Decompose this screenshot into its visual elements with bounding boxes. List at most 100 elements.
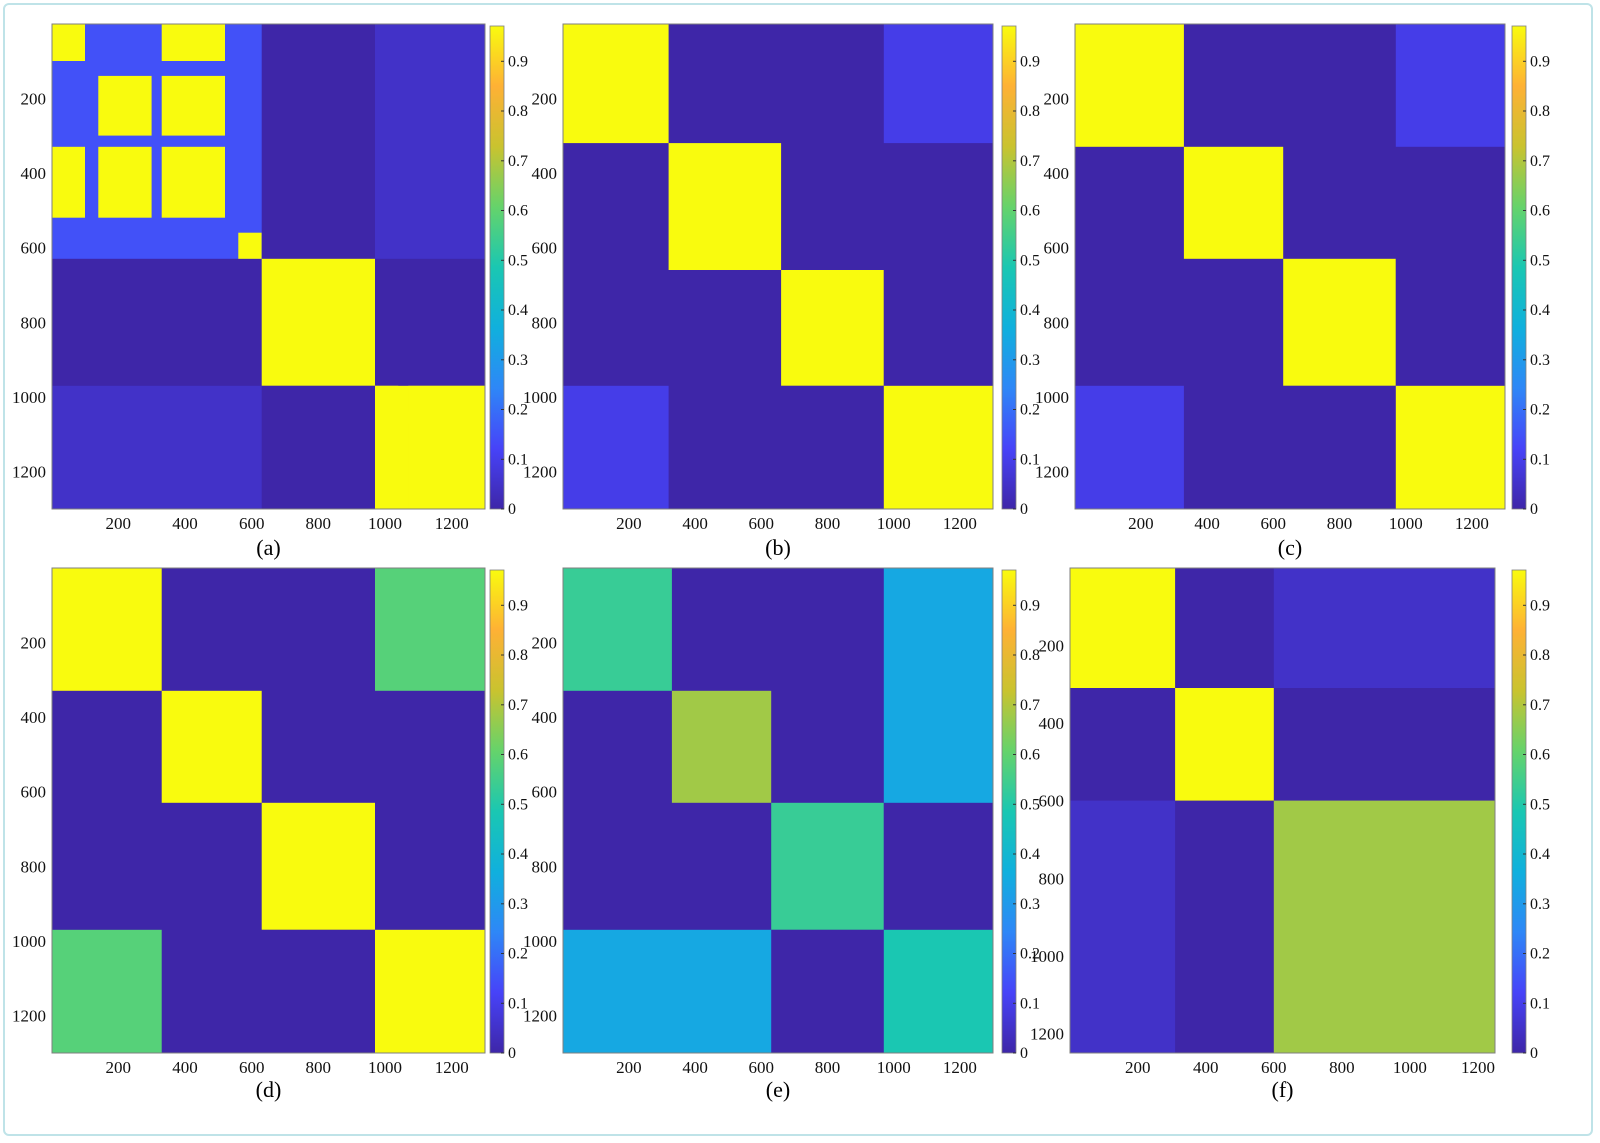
y-tick-label: 400	[1044, 164, 1070, 183]
heatmap-block	[563, 929, 772, 1053]
y-tick-label: 1000	[1030, 947, 1064, 966]
x-tick-label: 200	[616, 514, 642, 533]
x-tick-label: 1000	[1389, 514, 1423, 533]
x-tick-label: 600	[239, 514, 265, 533]
colorbar-tick-label: 0.7	[1530, 697, 1550, 714]
colorbar-tick-label: 0.4	[1530, 846, 1550, 863]
y-tick-label: 400	[21, 708, 47, 727]
colorbar-tick-label: 0.8	[1020, 647, 1040, 664]
colorbar-tick-label: 0.3	[508, 352, 528, 369]
heatmap-block	[238, 232, 262, 259]
axes-frame	[562, 23, 994, 510]
colorbar-tick-label: 0	[508, 501, 516, 518]
colorbar-tick-label: 0.9	[1020, 597, 1040, 614]
heatmap-block	[52, 568, 162, 691]
heatmap-block	[261, 258, 375, 386]
colorbar-tick-label: 0.6	[1530, 747, 1550, 764]
heatmap-block	[563, 24, 669, 144]
x-tick-label: 400	[1193, 1058, 1219, 1077]
y-tick-label: 400	[21, 164, 47, 183]
heatmap-block	[1070, 800, 1176, 1053]
y-tick-label: 200	[21, 89, 47, 108]
colorbar-tick-label: 0.8	[508, 647, 528, 664]
colorbar-tick-label: 0.3	[1020, 352, 1040, 369]
x-tick-label: 400	[682, 1058, 708, 1077]
heatmap-block	[98, 75, 152, 136]
axes-frame	[562, 567, 994, 1054]
heatmap-block	[883, 929, 993, 1053]
colorbar-tick-label: 0.3	[1020, 896, 1040, 913]
y-tick-label: 1200	[12, 463, 46, 482]
colorbar-tick-label: 0.6	[1020, 203, 1040, 220]
x-tick-label: 400	[172, 514, 198, 533]
x-tick-label: 800	[815, 1058, 841, 1077]
y-tick-label: 1200	[12, 1007, 46, 1026]
y-tick-label: 800	[1044, 313, 1070, 332]
heatmap-block	[671, 690, 772, 803]
y-tick-label: 200	[1039, 636, 1065, 655]
y-tick-label: 400	[532, 708, 558, 727]
x-tick-label: 1200	[435, 1058, 469, 1077]
heatmap-block	[563, 568, 672, 691]
colorbar-tick-label: 0	[1020, 501, 1028, 518]
panel-label: (a)	[256, 535, 280, 560]
y-tick-label: 800	[1039, 869, 1065, 888]
x-tick-label: 1000	[877, 514, 911, 533]
y-tick-label: 200	[532, 633, 558, 652]
colorbar-tick-label: 0.9	[508, 53, 528, 70]
y-tick-label: 400	[532, 164, 558, 183]
heatmap-block	[1395, 24, 1505, 147]
y-tick-label: 800	[21, 857, 47, 876]
colorbar-tick-label: 0.7	[508, 153, 528, 170]
x-tick-label: 200	[106, 514, 132, 533]
colorbar	[1001, 569, 1017, 1054]
heatmap-block	[98, 146, 152, 218]
x-tick-label: 600	[1261, 514, 1287, 533]
colorbar-tick-label: 0.5	[1530, 252, 1550, 269]
y-tick-label: 1000	[1035, 388, 1069, 407]
heatmap-block	[52, 385, 262, 509]
x-tick-label: 200	[106, 1058, 132, 1077]
y-tick-label: 800	[21, 313, 47, 332]
colorbar-tick-label: 0.8	[1530, 103, 1550, 120]
y-tick-label: 800	[532, 313, 558, 332]
y-tick-label: 1200	[523, 463, 557, 482]
heatmap-block	[1283, 258, 1396, 386]
colorbar-tick-label: 0.5	[1020, 252, 1040, 269]
x-tick-label: 200	[1125, 1058, 1151, 1077]
panel-label: (f)	[1272, 1077, 1294, 1102]
heatmap-block	[781, 270, 884, 386]
heatmap-block	[52, 24, 262, 259]
axes-frame	[51, 23, 486, 510]
colorbar-tick-label: 0.2	[1020, 946, 1040, 963]
x-tick-label: 1200	[1455, 514, 1489, 533]
heatmap-block	[563, 385, 669, 509]
colorbar-tick-label: 0.7	[1020, 697, 1040, 714]
colorbar	[1001, 25, 1017, 510]
colorbar-tick-label: 0.9	[1530, 597, 1550, 614]
colorbar-tick-label: 0.2	[508, 402, 528, 419]
colorbar-tick-label: 0.9	[1020, 53, 1040, 70]
heatmap-block	[408, 423, 485, 509]
heatmap-block	[408, 385, 485, 412]
y-tick-label: 1200	[1030, 1025, 1064, 1044]
panel-label: (e)	[766, 1077, 790, 1102]
heatmap-block	[375, 568, 485, 691]
y-tick-label: 1000	[12, 932, 46, 951]
colorbar-tick-label: 0.4	[508, 302, 528, 319]
heatmap-block	[1070, 568, 1176, 688]
y-tick-label: 600	[1039, 792, 1065, 811]
colorbar-tick-label: 0	[1020, 1045, 1028, 1062]
heatmap-panel-a: 200 400 600 800 1000 1200 200 400 600 800 1000 1200…	[12, 23, 528, 560]
y-tick-label: 400	[1039, 714, 1065, 733]
heatmap-block	[161, 24, 225, 61]
colorbar-tick-label: 0.9	[508, 597, 528, 614]
x-tick-label: 200	[616, 1058, 642, 1077]
x-tick-label: 800	[1327, 514, 1353, 533]
heatmap-block	[52, 146, 85, 218]
colorbar-tick-label: 0.8	[508, 103, 528, 120]
colorbar-tick-label: 0.2	[508, 946, 528, 963]
y-tick-label: 200	[1044, 89, 1070, 108]
colorbar	[1511, 25, 1527, 510]
panel-label: (d)	[256, 1077, 282, 1102]
